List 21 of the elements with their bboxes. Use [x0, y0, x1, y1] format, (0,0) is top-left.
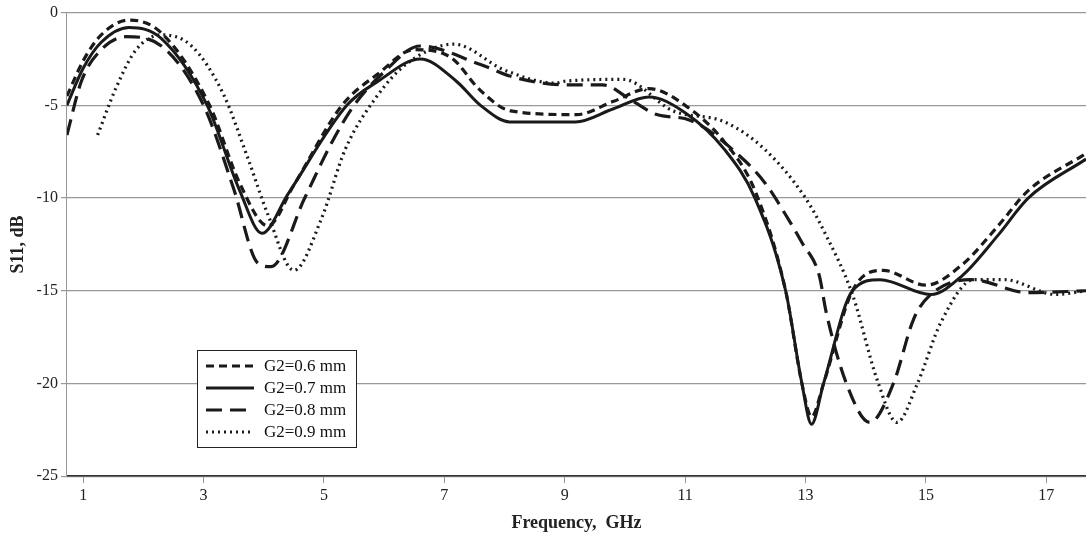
legend-label: G2=0.9 mm [263, 422, 347, 443]
x-tick-label: 7 [440, 486, 449, 503]
legend-label: G2=0.7 mm [263, 378, 347, 399]
y-tick-label: -25 [36, 466, 58, 484]
x-tick-label: 1 [79, 486, 88, 503]
y-tick-label: -10 [36, 188, 58, 206]
x-tick-label: 9 [560, 486, 569, 503]
x-tick-label: 15 [917, 486, 934, 503]
y-tick-label: -20 [36, 373, 58, 391]
x-tick-label: 5 [319, 486, 328, 503]
x-tick-label: 11 [677, 486, 693, 503]
y-tick-label: 0 [49, 2, 58, 20]
x-tick-label: 3 [199, 486, 208, 503]
legend-label: G2=0.6 mm [263, 356, 347, 377]
x-axis-title: Frequency, GHz [511, 511, 642, 532]
y-axis-title: S11, dB [7, 215, 28, 274]
y-tick-label: -15 [36, 280, 58, 298]
x-tick-label: 17 [1038, 486, 1055, 503]
x-tick-label: 13 [797, 486, 814, 503]
y-tick-label: -5 [44, 95, 58, 113]
legend-label: G2=0.8 mm [263, 400, 347, 421]
